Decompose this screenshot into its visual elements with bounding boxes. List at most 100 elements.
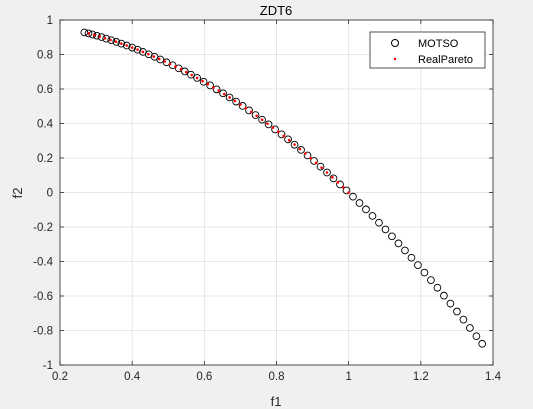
motso-point [168, 61, 177, 70]
motso-point [368, 212, 377, 220]
motso-point [232, 97, 240, 106]
realpareto-point [331, 176, 334, 179]
realpareto-point [125, 44, 129, 47]
realpareto-point [163, 60, 166, 63]
motso-point [174, 64, 183, 73]
realpareto-point [195, 76, 199, 80]
motso-point [349, 192, 357, 201]
motso-point [245, 106, 253, 115]
realpareto-point [222, 92, 226, 96]
motso-point [440, 291, 448, 300]
realpareto-point [336, 181, 340, 184]
legend-marker-motso [391, 39, 399, 47]
realpareto-point [141, 50, 145, 54]
motso-point [122, 41, 131, 50]
y-axis-label: f2 [10, 188, 25, 199]
motso-point [128, 43, 137, 52]
motso-point [212, 85, 221, 94]
realpareto-point [98, 35, 101, 38]
realpareto-point [130, 46, 134, 49]
motso-point [251, 111, 260, 119]
realpareto-point [271, 126, 275, 129]
y-tick-label: -0.2 [33, 222, 53, 234]
motso-point [219, 89, 227, 98]
realpareto-point [87, 32, 91, 35]
realpareto-point [228, 96, 231, 99]
motso-point [199, 77, 208, 86]
motso-point [388, 232, 396, 241]
motso-point [466, 324, 474, 332]
motso-point [277, 130, 286, 139]
realpareto-point [190, 73, 194, 77]
legend-label-motso: MOTSO [418, 38, 459, 50]
motso-point [107, 36, 116, 45]
legend-box [369, 31, 486, 69]
motso-point [323, 168, 331, 177]
motso-point [375, 218, 383, 227]
realpareto-point [260, 118, 264, 122]
realpareto-point [266, 122, 269, 125]
realpareto-point [233, 99, 237, 103]
realpareto-point [92, 33, 96, 37]
realpareto-point [103, 36, 107, 40]
motso-point [264, 120, 273, 129]
motso-point [472, 332, 481, 341]
motso-point [297, 146, 305, 154]
motso-point [316, 162, 325, 171]
realpareto-point [157, 57, 161, 61]
y-tick-label: -0.4 [33, 257, 53, 269]
realpareto-point [325, 171, 329, 174]
motso-point [459, 315, 468, 324]
motso-point [156, 55, 165, 64]
realpareto-point [293, 143, 296, 146]
motso-point [407, 253, 416, 262]
motso-point [381, 225, 390, 234]
y-tick-label: -1 [43, 360, 53, 372]
y-tick-label: 0 [47, 188, 53, 200]
motso-point [162, 58, 171, 67]
motso-point [362, 205, 370, 214]
realpareto-point [320, 166, 323, 169]
y-tick-label: 0.6 [37, 84, 53, 96]
motso-point [133, 45, 142, 54]
realpareto-point [114, 40, 118, 44]
x-tick-label: 0.8 [269, 371, 285, 383]
motso-point [342, 186, 351, 195]
realpareto-point [174, 65, 177, 68]
realpareto-point [206, 82, 210, 86]
realpareto-point [201, 79, 204, 83]
realpareto-point [184, 70, 188, 74]
motso-point [329, 174, 338, 183]
motso-point [414, 261, 422, 269]
legend[interactable]: MOTSO RealPareto [369, 31, 486, 69]
motso-point [394, 239, 403, 248]
x-tick-label: 0.4 [124, 371, 141, 383]
motso-point [187, 70, 195, 79]
motso-point [355, 199, 364, 207]
y-tick-label: 1 [47, 15, 53, 27]
motso-point [427, 276, 435, 284]
y-tick-label: 0.2 [37, 153, 53, 165]
realpareto-point [168, 62, 172, 66]
motso-point [80, 28, 89, 37]
motso-point [271, 125, 279, 134]
motso-point [310, 157, 318, 165]
motso-point [238, 102, 247, 110]
motso-point [193, 74, 201, 82]
y-tick-label: -0.6 [33, 291, 53, 303]
realpareto-point [212, 86, 215, 89]
data-series [80, 28, 487, 348]
x-tick-label: 1.2 [413, 371, 429, 383]
realpareto-point [147, 52, 150, 56]
motso-point [478, 339, 487, 348]
motso-point [180, 67, 189, 76]
motso-point [102, 34, 111, 43]
axis-ticks: 0.2 0.4 0.6 0.8 1 1.2 1.4 -1 -0.8 -0.6 -0.4 -0.2 0 0.… [33, 15, 501, 383]
motso-point [336, 180, 344, 189]
realpareto-point [152, 55, 156, 58]
realpareto-point [347, 191, 350, 194]
realpareto-point [179, 68, 183, 71]
realpareto-point [341, 186, 345, 189]
realpareto-point [287, 138, 291, 142]
